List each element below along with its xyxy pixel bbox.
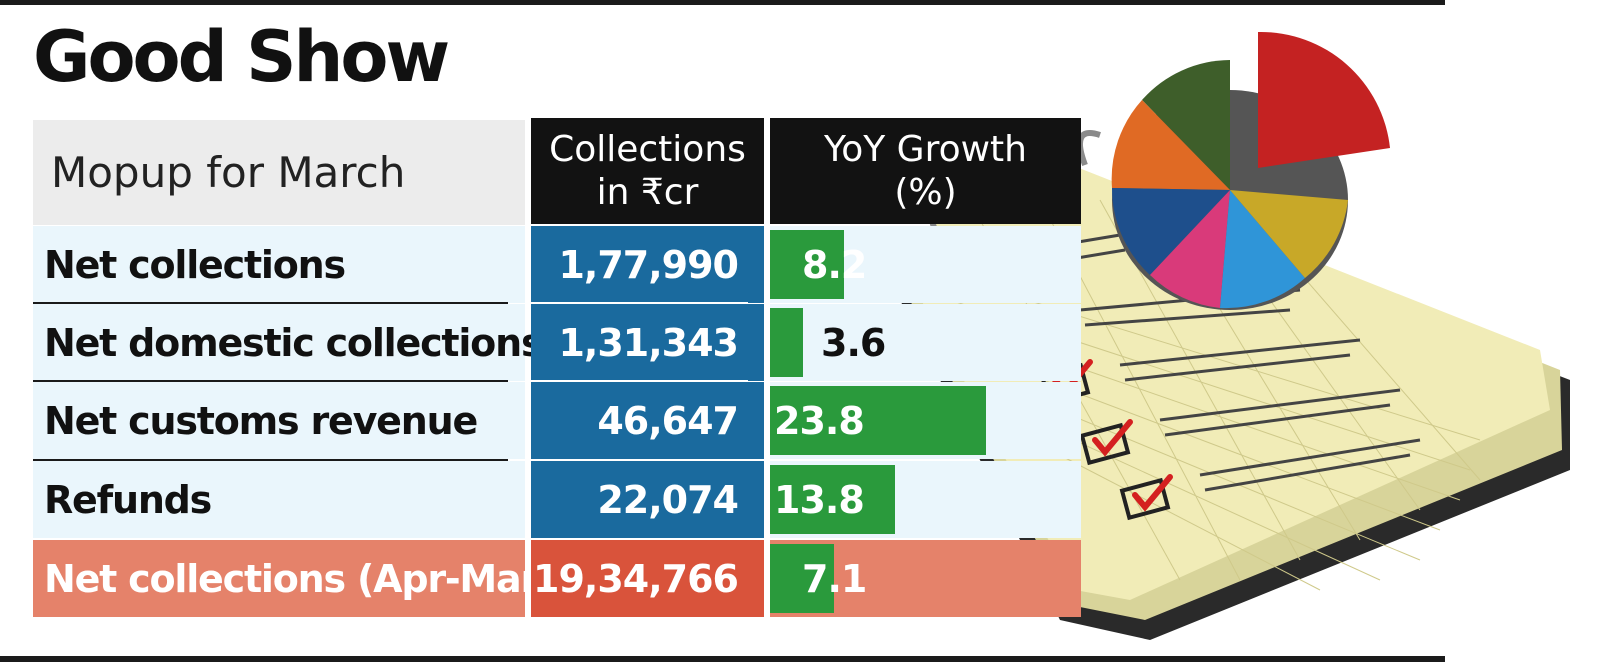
row-label-refunds: Refunds (33, 461, 525, 538)
growth-bar (770, 544, 834, 613)
row-label-net-domestic-collections: Net domestic collections (33, 304, 544, 381)
row-label-net-collections: Net collections (33, 226, 525, 303)
row-separator (33, 380, 508, 382)
row-value-refunds: 22,074 (531, 461, 764, 538)
growth-cell-net-collections: 8.2 (770, 226, 1081, 303)
row-label-net-collections-apr-mar: Net collections (Apr-Mar) (33, 540, 555, 617)
row-value-net-domestic-collections: 1,31,343 (531, 304, 764, 381)
growth-header-line-1: YoY Growth (824, 128, 1027, 170)
growth-bar (770, 308, 803, 377)
row-value-net-customs-revenue: 46,647 (531, 382, 764, 459)
collections-header-line-2: in ₹cr (596, 172, 699, 213)
page-title: Good Show (33, 16, 450, 98)
row-value-net-collections: 1,77,990 (531, 226, 764, 303)
row-separator (33, 302, 508, 304)
value-separator (531, 380, 748, 382)
growth-bar (770, 386, 986, 455)
growth-column-header: YoY Growth (%) (770, 118, 1081, 224)
growth-cell-net-customs-revenue: 23.8 (770, 382, 1081, 459)
collections-column-header: Collections in ₹cr (531, 118, 764, 224)
top-rule (0, 0, 1445, 5)
growth-cell-net-collections-apr-mar: 7.1 (770, 540, 1081, 617)
growth-value: 23.8 (774, 398, 865, 443)
bottom-rule (0, 656, 1445, 662)
growth-header-line-2: (%) (894, 172, 957, 213)
growth-bar (770, 230, 844, 299)
value-separator (531, 302, 748, 304)
label-column-header: Mopup for March (33, 120, 525, 225)
growth-cell-refunds: 13.8 (770, 461, 1081, 538)
row-separator (33, 459, 508, 461)
growth-value: 3.6 (821, 320, 886, 365)
growth-value: 7.1 (802, 556, 867, 601)
collections-header-line-1: Collections (549, 128, 746, 170)
row-label-net-customs-revenue: Net customs revenue (33, 382, 525, 459)
growth-cell-net-domestic-collections: 3.6 (770, 304, 1081, 381)
growth-value: 13.8 (774, 477, 865, 522)
growth-value: 8.2 (802, 242, 867, 287)
row-value-net-collections-apr-mar: 19,34,766 (531, 540, 764, 617)
growth-bar (770, 465, 895, 534)
value-separator (531, 459, 748, 461)
